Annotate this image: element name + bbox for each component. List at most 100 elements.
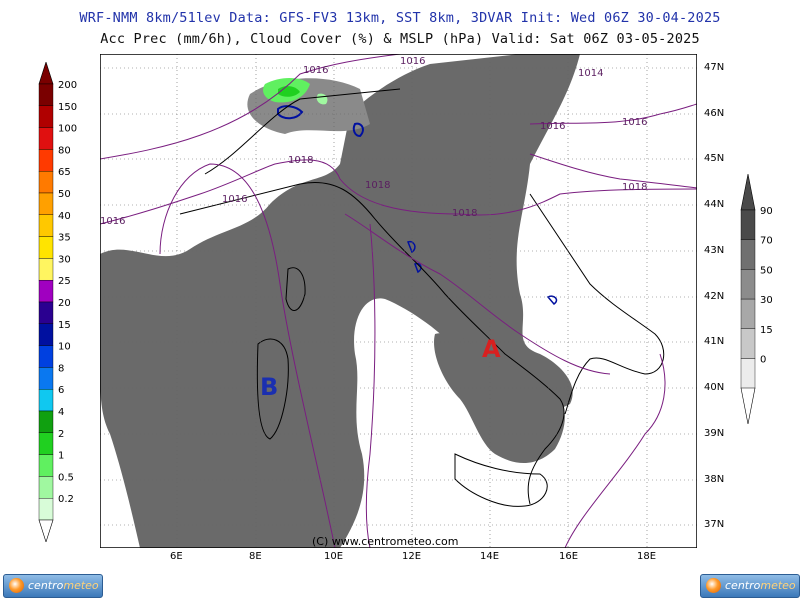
scale-label: 4 [58, 407, 64, 418]
scale-label: 25 [58, 276, 71, 287]
scale-color-box [38, 432, 54, 455]
isobar-label: 1018 [288, 155, 313, 166]
scale-label: 8 [58, 363, 64, 374]
scale-color-box [38, 367, 54, 390]
scale-label: 35 [58, 233, 71, 244]
lon-label: 16E [559, 551, 579, 562]
scale-label: 200 [58, 80, 77, 91]
scale-label: 50 [58, 189, 71, 200]
scale-label: 15 [760, 325, 773, 336]
scale-label: 50 [760, 265, 773, 276]
scale-label: 10 [58, 342, 71, 353]
scale-color-box [740, 239, 756, 270]
lat-label: 46N [704, 108, 725, 119]
scale-label: 2 [58, 429, 64, 440]
scale-label: 6 [58, 385, 64, 396]
scale-color-box [38, 454, 54, 477]
scale-color-box [38, 236, 54, 259]
logo-text-b: meteo [760, 579, 796, 592]
scale-label: 30 [760, 295, 773, 306]
scale-color-box [740, 298, 756, 329]
logo-text: centrometeo [725, 579, 796, 592]
scale-color-box [38, 389, 54, 412]
scale-label: 65 [58, 167, 71, 178]
scale-color-box [38, 170, 54, 194]
scale-color-box [38, 127, 54, 150]
scale-label: 90 [760, 206, 773, 217]
lon-label: 8E [249, 551, 262, 562]
scale-label: 15 [58, 320, 71, 331]
lat-label: 43N [704, 245, 725, 256]
scale-color-box [38, 279, 54, 303]
scale-color-box [38, 410, 54, 433]
lon-label: 14E [480, 551, 500, 562]
scale-color-box [38, 345, 54, 368]
logo-text-a: centro [725, 579, 761, 592]
scale-label: 70 [760, 236, 773, 247]
scale-label: 150 [58, 102, 77, 113]
credit-text: (C) www.centrometeo.com [312, 535, 458, 548]
globe-icon [706, 578, 721, 593]
centrometeo-logo-left[interactable]: centrometeo [3, 574, 103, 598]
precipitation-scale: 200 150 100 80 65 50 40 35 30 25 20 15 10 8 6 4 2 1 0.5 0.2 [38, 62, 77, 542]
scale-color-box [38, 476, 54, 499]
isobar-label: 1014 [578, 68, 603, 79]
cloud-cover-scale: 90 70 50 30 15 0 [740, 174, 773, 424]
lon-label: 10E [324, 551, 344, 562]
scale-color-box [38, 301, 54, 324]
lon-label: 6E [170, 551, 183, 562]
isobar-label: 1016 [400, 56, 425, 67]
isobar-label: 1016 [222, 194, 247, 205]
scale-label: 0.5 [58, 472, 74, 483]
logo-text: centrometeo [28, 579, 99, 592]
lat-label: 40N [704, 382, 725, 393]
scale-label: 0.2 [58, 494, 74, 505]
lon-label: 12E [402, 551, 422, 562]
lat-label: 39N [704, 428, 725, 439]
lat-label: 47N [704, 62, 725, 73]
lat-label: 37N [704, 519, 725, 530]
isobar-label: 1018 [452, 208, 477, 219]
lon-label: 18E [637, 551, 657, 562]
scale-label: 30 [58, 254, 71, 265]
scale-color-box [38, 258, 54, 281]
isobar-label: 1016 [622, 117, 647, 128]
isobar-label: 1016 [303, 65, 328, 76]
scale-color-box [38, 323, 54, 346]
scale-color-box [740, 328, 756, 359]
scale-label: 80 [58, 145, 71, 156]
scale-color-box [38, 83, 54, 106]
scale-color-box [740, 358, 756, 389]
logo-text-b: meteo [63, 579, 99, 592]
scale-label: 100 [58, 124, 77, 135]
isobar-label: 1016 [100, 216, 125, 227]
scale-label: 1 [58, 451, 64, 462]
high-pressure-label: A [482, 335, 501, 363]
lat-label: 42N [704, 291, 725, 302]
coastlines [179, 88, 665, 507]
logo-text-a: centro [28, 579, 64, 592]
lat-label: 44N [704, 199, 725, 210]
lat-label: 38N [704, 474, 725, 485]
weather-map: 1016 1014 1016 1016 1018 1018 1018 1016 … [100, 54, 697, 548]
scale-color-box [38, 192, 54, 215]
header-model-info: WRF-NMM 8km/51lev Data: GFS-FV3 13km, SS… [79, 10, 721, 26]
scale-color-box [740, 269, 756, 300]
isobar-label: 1018 [365, 180, 390, 191]
scale-label: 20 [58, 298, 71, 309]
scale-color-box [38, 214, 54, 237]
lat-label: 41N [704, 336, 725, 347]
scale-label: 40 [58, 211, 71, 222]
isobar-label: 1018 [622, 182, 647, 193]
scale-color-box [740, 209, 756, 240]
low-pressure-label: B [260, 373, 278, 401]
scale-color-box [38, 498, 54, 521]
scale-color-box [38, 149, 54, 172]
lon-labels: 6E 8E 10E 12E 14E 16E 18E [100, 551, 697, 565]
scale-color-box [38, 105, 54, 128]
lat-labels: 47N 46N 45N 44N 43N 42N 41N 40N 39N 38N … [704, 54, 734, 548]
isobar-label: 1016 [540, 121, 565, 132]
scale-label: 0 [760, 355, 766, 366]
lat-label: 45N [704, 153, 725, 164]
centrometeo-logo-right[interactable]: centrometeo [700, 574, 800, 598]
